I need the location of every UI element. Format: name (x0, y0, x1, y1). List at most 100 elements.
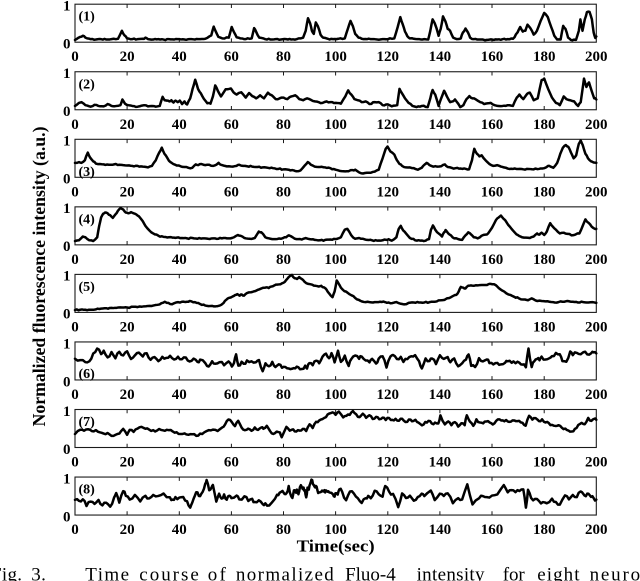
svg-text:20: 20 (120, 319, 135, 335)
svg-text:1: 1 (63, 336, 71, 352)
svg-text:200: 200 (585, 387, 608, 403)
svg-text:1: 1 (63, 134, 71, 150)
svg-text:1: 1 (63, 201, 71, 217)
svg-text:(3): (3) (79, 165, 96, 180)
svg-text:160: 160 (481, 117, 504, 133)
svg-text:100: 100 (324, 117, 347, 133)
svg-text:20: 20 (120, 117, 135, 133)
svg-text:200: 200 (585, 49, 608, 65)
svg-text:(5): (5) (79, 280, 96, 295)
svg-text:100: 100 (324, 455, 347, 471)
svg-text:140: 140 (429, 387, 452, 403)
svg-text:60: 60 (224, 184, 239, 200)
svg-text:120: 120 (377, 387, 400, 403)
svg-text:120: 120 (377, 252, 400, 268)
svg-text:180: 180 (533, 319, 556, 335)
svg-text:1: 1 (63, 471, 71, 487)
svg-text:80: 80 (276, 455, 291, 471)
svg-text:200: 200 (585, 522, 608, 538)
svg-text:(2): (2) (79, 77, 96, 92)
svg-text:20: 20 (120, 455, 135, 471)
svg-text:60: 60 (224, 387, 239, 403)
svg-text:0: 0 (63, 37, 71, 53)
svg-text:160: 160 (481, 184, 504, 200)
svg-text:20: 20 (120, 184, 135, 200)
svg-text:160: 160 (481, 49, 504, 65)
svg-text:0: 0 (71, 522, 79, 538)
svg-text:160: 160 (481, 319, 504, 335)
svg-text:0: 0 (63, 442, 71, 458)
svg-text:200: 200 (585, 319, 608, 335)
svg-text:80: 80 (276, 387, 291, 403)
svg-text:0: 0 (71, 117, 79, 133)
svg-text:160: 160 (481, 522, 504, 538)
svg-text:20: 20 (120, 387, 135, 403)
svg-text:Time(sec): Time(sec) (297, 537, 375, 556)
svg-text:0: 0 (63, 172, 71, 188)
svg-text:0: 0 (71, 252, 79, 268)
svg-text:40: 40 (172, 49, 187, 65)
svg-text:(4): (4) (79, 212, 96, 227)
svg-text:160: 160 (481, 455, 504, 471)
svg-text:80: 80 (276, 49, 291, 65)
svg-text:180: 180 (533, 117, 556, 133)
svg-text:20: 20 (120, 49, 135, 65)
svg-text:Normalized fluorescence intens: Normalized fluorescence intensity (a.u.) (29, 126, 49, 426)
svg-text:120: 120 (377, 319, 400, 335)
svg-text:1: 1 (63, 269, 71, 285)
svg-text:200: 200 (585, 117, 608, 133)
svg-text:0: 0 (71, 455, 79, 471)
svg-text:(6): (6) (79, 367, 96, 382)
svg-text:40: 40 (172, 319, 187, 335)
svg-text:0: 0 (63, 307, 71, 323)
svg-text:0: 0 (63, 104, 71, 120)
svg-text:100: 100 (324, 252, 347, 268)
svg-text:(7): (7) (79, 415, 96, 430)
svg-text:0: 0 (71, 49, 79, 65)
svg-text:60: 60 (224, 252, 239, 268)
svg-text:120: 120 (377, 184, 400, 200)
svg-text:100: 100 (324, 49, 347, 65)
svg-text:40: 40 (172, 522, 187, 538)
svg-text:180: 180 (533, 455, 556, 471)
svg-text:140: 140 (429, 455, 452, 471)
svg-text:20: 20 (120, 522, 135, 538)
svg-text:40: 40 (172, 455, 187, 471)
svg-text:1: 1 (63, 0, 71, 15)
svg-text:160: 160 (481, 252, 504, 268)
svg-text:0: 0 (63, 509, 71, 525)
svg-text:140: 140 (429, 252, 452, 268)
svg-text:140: 140 (429, 49, 452, 65)
svg-text:120: 120 (377, 117, 400, 133)
svg-text:0: 0 (63, 239, 71, 255)
svg-text:100: 100 (324, 387, 347, 403)
svg-text:100: 100 (324, 319, 347, 335)
svg-text:180: 180 (533, 49, 556, 65)
svg-text:80: 80 (276, 252, 291, 268)
svg-text:180: 180 (533, 184, 556, 200)
svg-text:180: 180 (533, 522, 556, 538)
svg-text:120: 120 (377, 522, 400, 538)
svg-text:80: 80 (276, 117, 291, 133)
svg-text:0: 0 (63, 374, 71, 390)
svg-text:40: 40 (172, 117, 187, 133)
svg-text:160: 160 (481, 387, 504, 403)
svg-text:120: 120 (377, 49, 400, 65)
svg-text:140: 140 (429, 522, 452, 538)
svg-text:200: 200 (585, 455, 608, 471)
svg-text:40: 40 (172, 387, 187, 403)
svg-text:(1): (1) (79, 10, 96, 25)
svg-text:80: 80 (276, 319, 291, 335)
svg-text:0: 0 (71, 319, 79, 335)
svg-text:1: 1 (63, 404, 71, 420)
svg-text:1: 1 (63, 66, 71, 82)
svg-text:80: 80 (276, 184, 291, 200)
svg-text:40: 40 (172, 184, 187, 200)
svg-text:60: 60 (224, 455, 239, 471)
svg-text:(8): (8) (79, 483, 96, 498)
svg-text:140: 140 (429, 319, 452, 335)
svg-text:140: 140 (429, 184, 452, 200)
svg-text:60: 60 (224, 49, 239, 65)
svg-text:20: 20 (120, 252, 135, 268)
svg-text:120: 120 (377, 455, 400, 471)
